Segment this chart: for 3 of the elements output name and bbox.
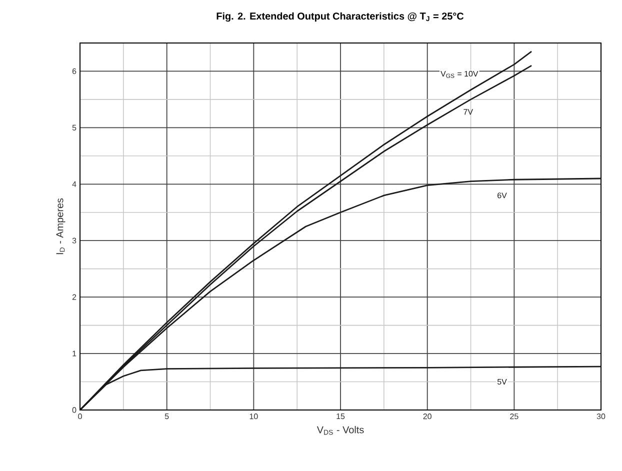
y-axis-title: I$_{D}$ - Amperes	[56, 198, 66, 254]
chart-title: Fig. 2. Extended Output Characteristics @ T$_{J}$ = 25°C	[216, 12, 464, 22]
x-axis-title: V$_{DS}$ - Volts	[316, 426, 364, 435]
